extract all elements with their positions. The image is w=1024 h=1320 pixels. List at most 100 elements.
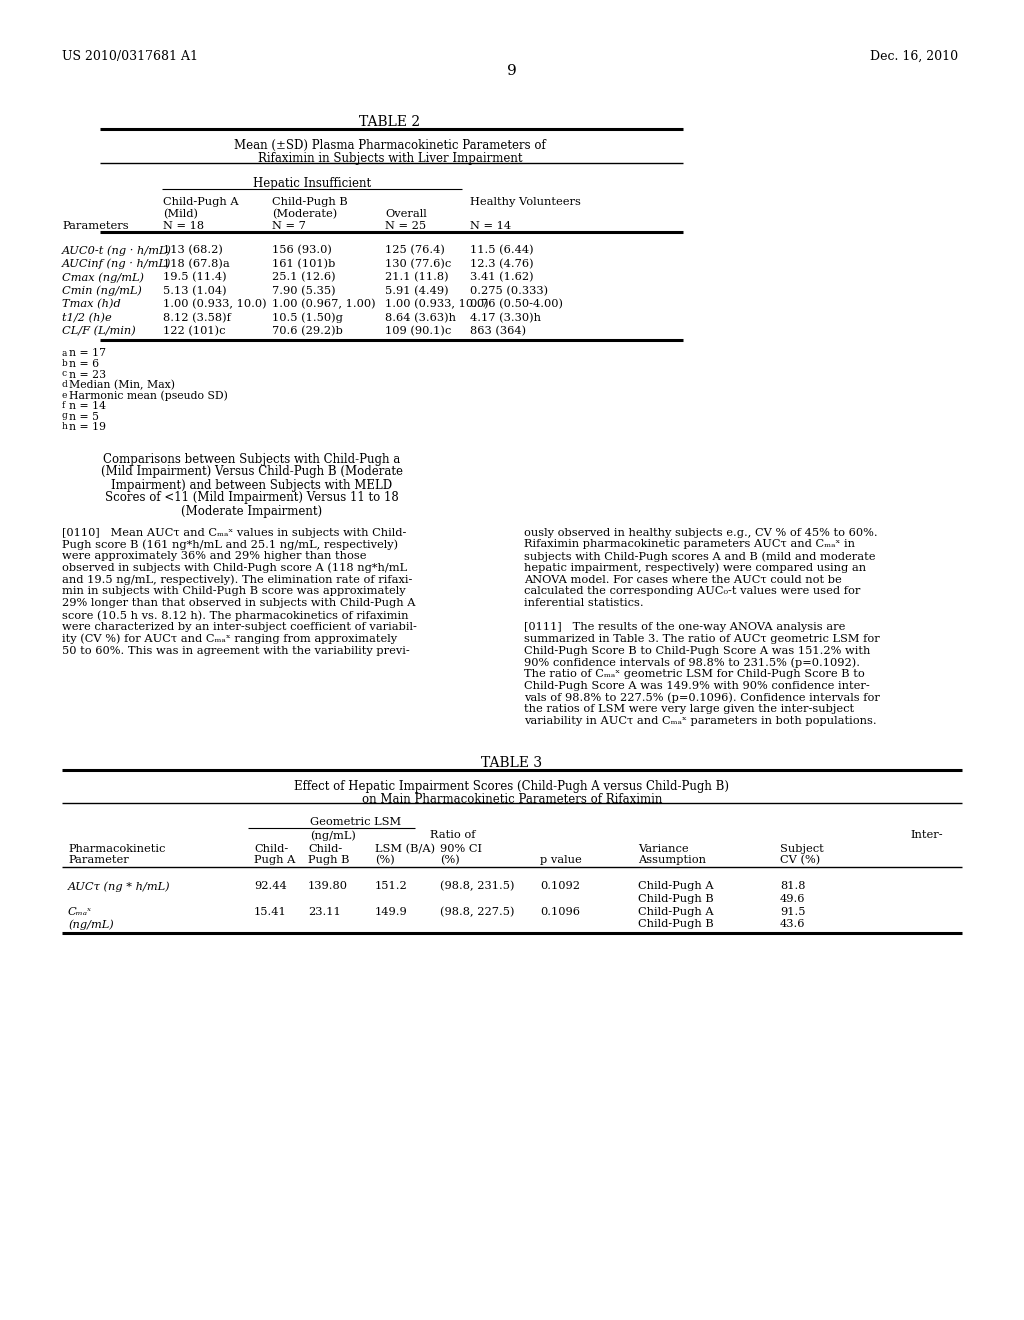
Text: Ratio of: Ratio of [430,830,475,840]
Text: CL/F (L/min): CL/F (L/min) [62,326,136,337]
Text: 863 (364): 863 (364) [470,326,526,337]
Text: ity (CV %) for AUCτ and Cₘₐˣ ranging from approximately: ity (CV %) for AUCτ and Cₘₐˣ ranging fro… [62,634,397,644]
Text: score (10.5 h vs. 8.12 h). The pharmacokinetics of rifaximin: score (10.5 h vs. 8.12 h). The pharmacok… [62,610,409,620]
Text: observed in subjects with Child-Pugh score A (118 ng*h/mL: observed in subjects with Child-Pugh sco… [62,562,408,573]
Text: n = 17: n = 17 [69,348,106,359]
Text: Pugh score B (161 ng*h/mL and 25.1 ng/mL, respectively): Pugh score B (161 ng*h/mL and 25.1 ng/mL… [62,540,398,550]
Text: N = 7: N = 7 [272,220,306,231]
Text: b: b [62,359,68,368]
Text: 122 (101)c: 122 (101)c [163,326,225,337]
Text: 3.41 (1.62): 3.41 (1.62) [470,272,534,282]
Text: 15.41: 15.41 [254,907,287,917]
Text: Child-: Child- [308,843,342,854]
Text: US 2010/0317681 A1: US 2010/0317681 A1 [62,50,198,63]
Text: Impairment) and between Subjects with MELD: Impairment) and between Subjects with ME… [112,479,392,491]
Text: hepatic impairment, respectively) were compared using an: hepatic impairment, respectively) were c… [524,562,866,573]
Text: 21.1 (11.8): 21.1 (11.8) [385,272,449,282]
Text: Cmax (ng/mL): Cmax (ng/mL) [62,272,144,282]
Text: 139.80: 139.80 [308,882,348,891]
Text: [0111]   The results of the one-way ANOVA analysis are: [0111] The results of the one-way ANOVA … [524,622,846,632]
Text: 8.12 (3.58)f: 8.12 (3.58)f [163,313,230,323]
Text: 49.6: 49.6 [780,894,806,904]
Text: Child-Pugh A: Child-Pugh A [163,197,239,207]
Text: variability in AUCτ and Cₘₐˣ parameters in both populations.: variability in AUCτ and Cₘₐˣ parameters … [524,717,877,726]
Text: 149.9: 149.9 [375,907,408,917]
Text: were approximately 36% and 29% higher than those: were approximately 36% and 29% higher th… [62,552,367,561]
Text: 23.11: 23.11 [308,907,341,917]
Text: 0.1092: 0.1092 [540,882,580,891]
Text: 1.00 (0.967, 1.00): 1.00 (0.967, 1.00) [272,300,376,309]
Text: t1/2 (h)e: t1/2 (h)e [62,313,112,323]
Text: ANOVA model. For cases where the AUCτ could not be: ANOVA model. For cases where the AUCτ co… [524,574,842,585]
Text: AUC0-t (ng · h/mL): AUC0-t (ng · h/mL) [62,246,172,256]
Text: Harmonic mean (pseudo SD): Harmonic mean (pseudo SD) [69,391,228,401]
Text: (Mild): (Mild) [163,209,198,219]
Text: AUCinf (ng · h/mL): AUCinf (ng · h/mL) [62,259,171,269]
Text: Child-Pugh B: Child-Pugh B [638,919,714,929]
Text: calculated the corresponding AUC₀-t values were used for: calculated the corresponding AUC₀-t valu… [524,586,860,597]
Text: 109 (90.1)c: 109 (90.1)c [385,326,452,337]
Text: Pugh B: Pugh B [308,855,349,865]
Text: (%): (%) [440,855,460,866]
Text: Assumption: Assumption [638,855,706,865]
Text: 29% longer than that observed in subjects with Child-Pugh A: 29% longer than that observed in subject… [62,598,416,609]
Text: N = 25: N = 25 [385,220,426,231]
Text: Comparisons between Subjects with Child-Pugh a: Comparisons between Subjects with Child-… [103,453,400,466]
Text: ously observed in healthy subjects e.g., CV % of 45% to 60%.: ously observed in healthy subjects e.g.,… [524,528,878,537]
Text: 12.3 (4.76): 12.3 (4.76) [470,259,534,269]
Text: 4.17 (3.30)h: 4.17 (3.30)h [470,313,541,323]
Text: (ng/mL): (ng/mL) [68,919,114,929]
Text: 0.275 (0.333): 0.275 (0.333) [470,285,548,296]
Text: subjects with Child-Pugh scores A and B (mild and moderate: subjects with Child-Pugh scores A and B … [524,552,876,562]
Text: Parameters: Parameters [62,220,129,231]
Text: summarized in Table 3. The ratio of AUCτ geometric LSM for: summarized in Table 3. The ratio of AUCτ… [524,634,880,644]
Text: 81.8: 81.8 [780,882,806,891]
Text: 11.5 (6.44): 11.5 (6.44) [470,246,534,255]
Text: Child-Pugh A: Child-Pugh A [638,907,714,917]
Text: Rifaximin pharmacokinetic parameters AUCτ and Cₘₐˣ in: Rifaximin pharmacokinetic parameters AUC… [524,540,855,549]
Text: n = 23: n = 23 [69,370,106,380]
Text: (Moderate): (Moderate) [272,209,337,219]
Text: p value: p value [540,855,582,865]
Text: 161 (101)b: 161 (101)b [272,259,336,269]
Text: CV (%): CV (%) [780,855,820,866]
Text: (98.8, 231.5): (98.8, 231.5) [440,882,514,891]
Text: (98.8, 227.5): (98.8, 227.5) [440,907,514,917]
Text: c: c [62,370,68,379]
Text: 1.00 (0.933, 10.0): 1.00 (0.933, 10.0) [163,300,266,309]
Text: 151.2: 151.2 [375,882,408,891]
Text: vals of 98.8% to 227.5% (p=0.1096). Confidence intervals for: vals of 98.8% to 227.5% (p=0.1096). Conf… [524,693,880,704]
Text: Variance: Variance [638,843,688,854]
Text: 19.5 (11.4): 19.5 (11.4) [163,272,226,282]
Text: N = 18: N = 18 [163,220,204,231]
Text: 125 (76.4): 125 (76.4) [385,246,444,255]
Text: min in subjects with Child-Pugh B score was approximately: min in subjects with Child-Pugh B score … [62,586,406,597]
Text: TABLE 3: TABLE 3 [481,756,543,770]
Text: N = 14: N = 14 [470,220,511,231]
Text: g: g [62,412,68,421]
Text: 25.1 (12.6): 25.1 (12.6) [272,272,336,282]
Text: 156 (93.0): 156 (93.0) [272,246,332,255]
Text: 118 (67.8)a: 118 (67.8)a [163,259,229,269]
Text: were characterized by an inter-subject coefficient of variabil-: were characterized by an inter-subject c… [62,622,417,632]
Text: d: d [62,380,68,389]
Text: (Moderate Impairment): (Moderate Impairment) [181,504,323,517]
Text: Child-Pugh B: Child-Pugh B [272,197,348,207]
Text: Dec. 16, 2010: Dec. 16, 2010 [870,50,958,63]
Text: Tmax (h)d: Tmax (h)d [62,300,121,309]
Text: n = 5: n = 5 [69,412,99,421]
Text: 113 (68.2): 113 (68.2) [163,246,223,255]
Text: 50 to 60%. This was in agreement with the variability previ-: 50 to 60%. This was in agreement with th… [62,645,410,656]
Text: Cmin (ng/mL): Cmin (ng/mL) [62,285,142,296]
Text: 9: 9 [507,63,517,78]
Text: 7.90 (5.35): 7.90 (5.35) [272,285,336,296]
Text: Child-: Child- [254,843,288,854]
Text: 1.00 (0.933, 10.0): 1.00 (0.933, 10.0) [385,300,488,309]
Text: n = 14: n = 14 [69,401,106,411]
Text: Pugh A: Pugh A [254,855,295,865]
Text: The ratio of Cₘₐˣ geometric LSM for Child-Pugh Score B to: The ratio of Cₘₐˣ geometric LSM for Chil… [524,669,864,678]
Text: and 19.5 ng/mL, respectively). The elimination rate of rifaxi-: and 19.5 ng/mL, respectively). The elimi… [62,574,413,585]
Text: 130 (77.6)c: 130 (77.6)c [385,259,452,269]
Text: the ratios of LSM were very large given the inter-subject: the ratios of LSM were very large given … [524,705,854,714]
Text: n = 6: n = 6 [69,359,99,370]
